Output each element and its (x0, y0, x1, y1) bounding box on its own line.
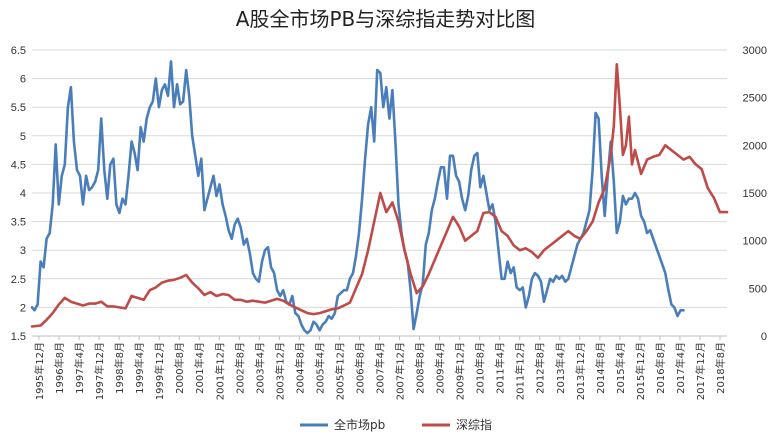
right-tick-label: 0 (761, 331, 767, 343)
x-tick-label: 2001年12月 (213, 342, 226, 400)
x-tick-label: 1996年8月 (53, 342, 66, 394)
x-tick-label: 2015年4月 (614, 342, 627, 394)
x-tick-label: 2005年4月 (313, 342, 326, 394)
left-tick-label: 3.5 (11, 217, 26, 229)
x-tick-label: 2007年12月 (394, 342, 407, 400)
x-tick-label: 2017年4月 (674, 342, 687, 394)
x-axis-ticks: 1995年12月 1996年8月 1997年4月 1997年12月 1998年8月 199… (33, 336, 727, 400)
left-tick-label: 6 (20, 74, 26, 86)
x-tick-label: 2013年4月 (554, 342, 567, 394)
x-tick-label: 2010年8月 (474, 342, 487, 394)
left-axis-ticks: 1.5 2 2.5 3 3.5 4 4.5 5 5.5 6 6.5 (11, 45, 26, 343)
x-tick-label: 1998年8月 (113, 342, 126, 394)
x-tick-label: 2000年8月 (173, 342, 186, 394)
x-tick-label: 1999年4月 (133, 342, 146, 394)
legend-label: 深综指 (456, 417, 492, 432)
right-tick-label: 2500 (743, 93, 767, 105)
x-tick-label: 2009年4月 (434, 342, 447, 394)
x-tick-label: 2014年8月 (594, 342, 607, 394)
right-tick-label: 2000 (743, 140, 767, 152)
x-tick-label: 2015年12月 (634, 342, 647, 400)
left-tick-label: 5.5 (11, 102, 26, 114)
x-tick-label: 2007年4月 (374, 342, 387, 394)
x-tick-label: 2013年12月 (574, 342, 587, 400)
right-axis-ticks: 0 500 1000 1500 2000 2500 3000 (743, 45, 767, 343)
x-tick-label: 2009年12月 (454, 342, 467, 400)
chart-title: A股全市场PB与深综指走势对比图 (236, 7, 535, 31)
right-tick-label: 1000 (743, 236, 767, 248)
right-tick-label: 1500 (743, 188, 767, 200)
left-tick-label: 1.5 (11, 331, 26, 343)
left-tick-label: 5 (20, 131, 26, 143)
x-tick-label: 2011年4月 (494, 342, 507, 394)
legend-label: 全市场pb (334, 417, 385, 432)
x-tick-label: 2002年8月 (233, 342, 246, 394)
x-tick-label: 1999年12月 (153, 342, 166, 400)
left-tick-label: 2 (20, 302, 26, 314)
left-tick-label: 3 (20, 245, 26, 257)
x-tick-label: 1997年12月 (93, 342, 106, 400)
x-tick-label: 2012年8月 (534, 342, 547, 394)
right-tick-label: 3000 (743, 45, 767, 57)
x-tick-label: 2001年4月 (193, 342, 206, 394)
x-tick-label: 2005年12月 (333, 342, 346, 400)
x-tick-label: 2016年8月 (654, 342, 667, 394)
left-tick-label: 4 (20, 188, 26, 200)
left-tick-label: 4.5 (11, 159, 26, 171)
series-layer (30, 60, 729, 335)
x-tick-label: 2018年8月 (714, 342, 727, 394)
x-tick-label: 2003年4月 (253, 342, 266, 394)
series-line-market-pb (30, 60, 685, 335)
x-tick-label: 2003年12月 (273, 342, 286, 400)
x-tick-label: 2006年8月 (353, 342, 366, 394)
x-tick-label: 1997年4月 (73, 342, 86, 394)
x-tick-label: 2017年12月 (694, 342, 707, 400)
x-tick-label: 2008年8月 (414, 342, 427, 394)
x-tick-label: 1995年12月 (33, 342, 46, 400)
x-tick-label: 2004年8月 (293, 342, 306, 394)
right-tick-label: 500 (749, 283, 767, 295)
left-tick-label: 2.5 (11, 274, 26, 286)
left-tick-label: 6.5 (11, 45, 26, 57)
series-line-szse-composite (30, 63, 729, 328)
x-tick-label: 2011年12月 (514, 342, 527, 400)
legend: 全市场pb 深综指 (300, 417, 492, 432)
